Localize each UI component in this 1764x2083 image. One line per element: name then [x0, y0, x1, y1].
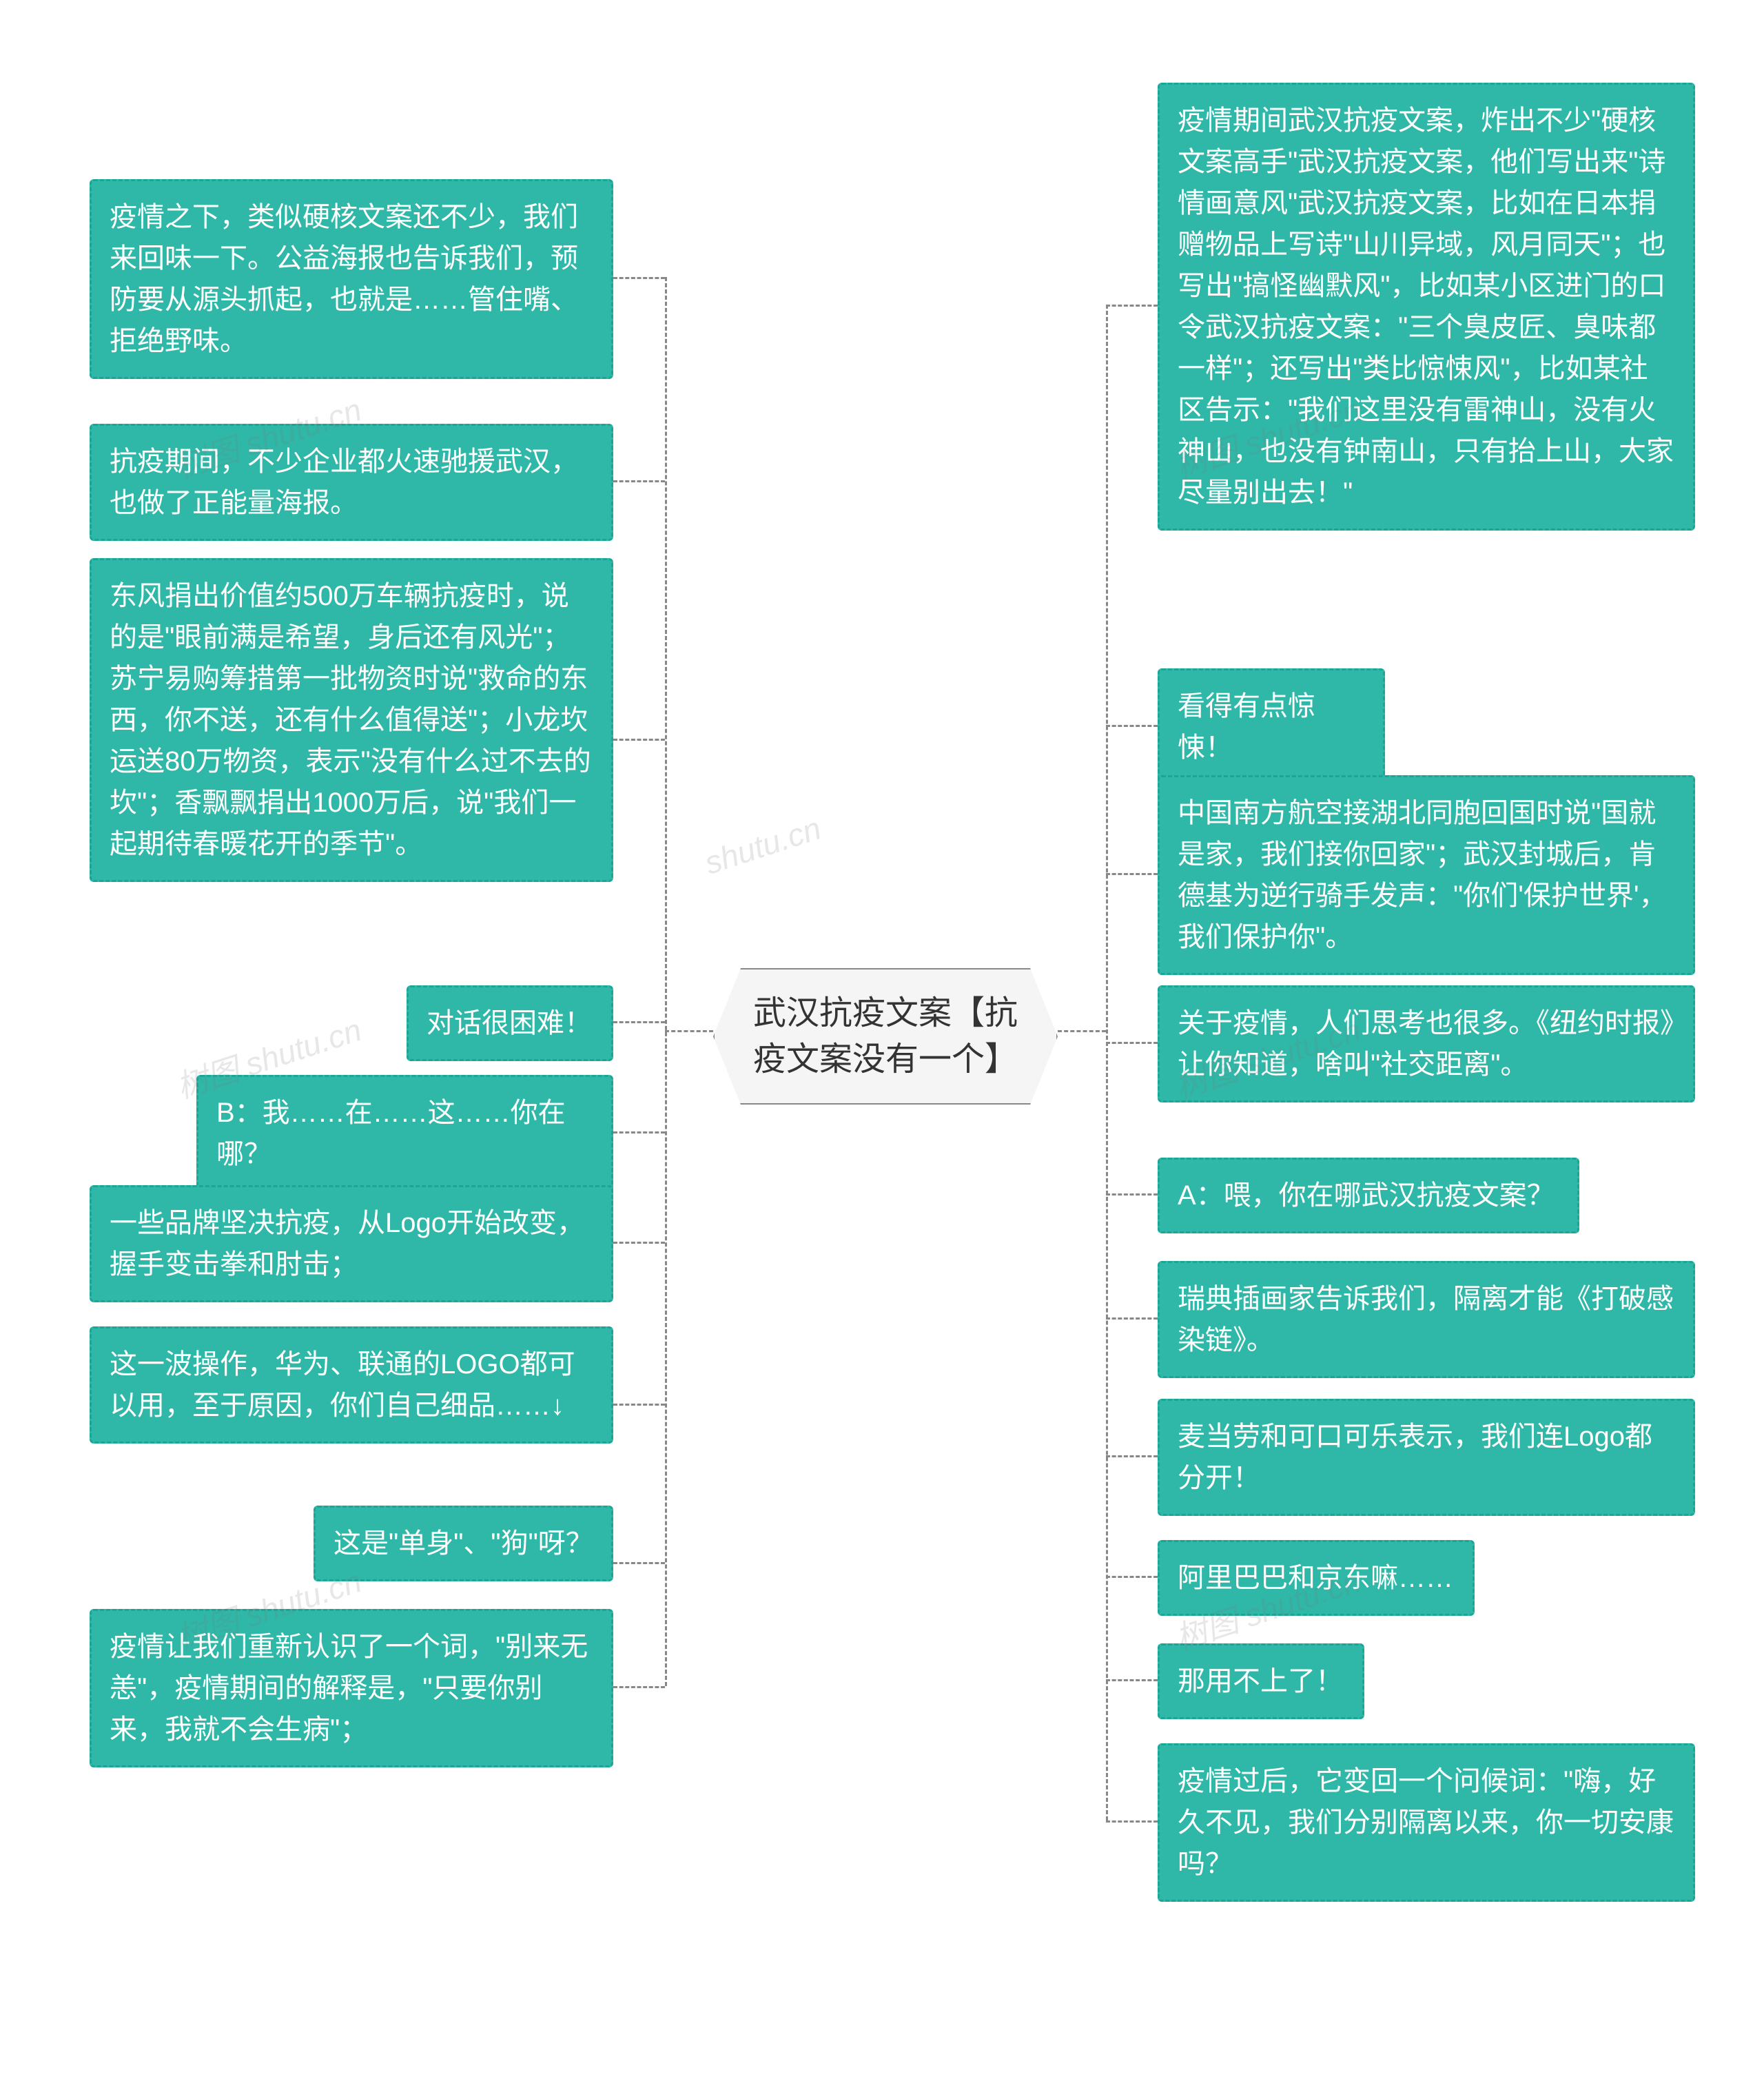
connector-v — [1106, 305, 1108, 1820]
connector-h — [613, 480, 665, 482]
node-R8: 阿里巴巴和京东嘛…… — [1158, 1540, 1475, 1616]
node-L5: B：我……在……这……你在哪？ — [196, 1075, 613, 1192]
center-node: 武汉抗疫文案【抗疫文案没有一个】 — [713, 968, 1058, 1105]
node-R7: 麦当劳和可口可乐表示，我们连Logo都分开！ — [1158, 1399, 1695, 1516]
connector-h — [613, 1562, 665, 1564]
connector-h — [1106, 1679, 1158, 1681]
center-text: 武汉抗疫文案【抗疫文案没有一个】 — [739, 990, 1032, 1082]
connector-h — [613, 277, 665, 279]
connector-h — [1106, 1455, 1158, 1457]
node-R3: 中国南方航空接湖北同胞回国时说"国就是家，我们接你回家"；武汉封城后，肯德基为逆… — [1158, 775, 1695, 975]
connector-h — [1106, 1042, 1158, 1044]
connector-h — [1106, 873, 1158, 875]
connector-h — [613, 1131, 665, 1133]
connector-v — [665, 277, 667, 1686]
node-L4: 对话很困难！ — [407, 985, 613, 1061]
connector-h — [613, 1686, 665, 1688]
connector-h — [613, 1021, 665, 1023]
node-L1: 疫情之下，类似硬核文案还不少，我们来回味一下。公益海报也告诉我们，预防要从源头抓… — [90, 179, 613, 379]
node-L7: 这一波操作，华为、联通的LOGO都可以用，至于原因，你们自己细品……↓ — [90, 1326, 613, 1444]
node-L2: 抗疫期间，不少企业都火速驰援武汉，也做了正能量海报。 — [90, 424, 613, 541]
connector-h — [1106, 1576, 1158, 1578]
node-R6: 瑞典插画家告诉我们，隔离才能《打破感染链》。 — [1158, 1261, 1695, 1378]
node-R10: 疫情过后，它变回一个问候词："嗨，好久不见，我们分别隔离以来，你一切安康吗？ — [1158, 1743, 1695, 1902]
connector-h — [1106, 1193, 1158, 1196]
connector-h — [1106, 305, 1158, 307]
node-R5: A：喂，你在哪武汉抗疫文案？ — [1158, 1158, 1579, 1233]
connector-h — [613, 1242, 665, 1244]
node-R1: 疫情期间武汉抗疫文案，炸出不少"硬核文案高手"武汉抗疫文案，他们写出来"诗情画意… — [1158, 83, 1695, 531]
connector-h — [665, 1030, 713, 1032]
connector-h — [613, 1404, 665, 1406]
watermark: shutu.cn — [700, 809, 825, 881]
connector-h — [1106, 1317, 1158, 1320]
node-L8: 这是"单身"、"狗"呀？ — [314, 1506, 613, 1581]
node-L9: 疫情让我们重新认识了一个词，"别来无恙"，疫情期间的解释是，"只要你别来，我就不… — [90, 1609, 613, 1767]
connector-h — [1106, 725, 1158, 727]
mindmap-canvas: 武汉抗疫文案【抗疫文案没有一个】 疫情之下，类似硬核文案还不少，我们来回味一下。… — [0, 0, 1764, 2083]
connector-h — [1106, 1820, 1158, 1823]
connector-h — [1058, 1030, 1106, 1032]
node-L3: 东风捐出价值约500万车辆抗疫时，说的是"眼前满是希望，身后还有风光"；苏宁易购… — [90, 558, 613, 882]
node-L6: 一些品牌坚决抗疫，从Logo开始改变，握手变击拳和肘击； — [90, 1185, 613, 1302]
node-R2: 看得有点惊悚！ — [1158, 668, 1385, 786]
node-R4: 关于疫情，人们思考也很多。《纽约时报》让你知道，啥叫"社交距离"。 — [1158, 985, 1695, 1102]
connector-h — [613, 739, 665, 741]
node-R9: 那用不上了！ — [1158, 1643, 1364, 1719]
